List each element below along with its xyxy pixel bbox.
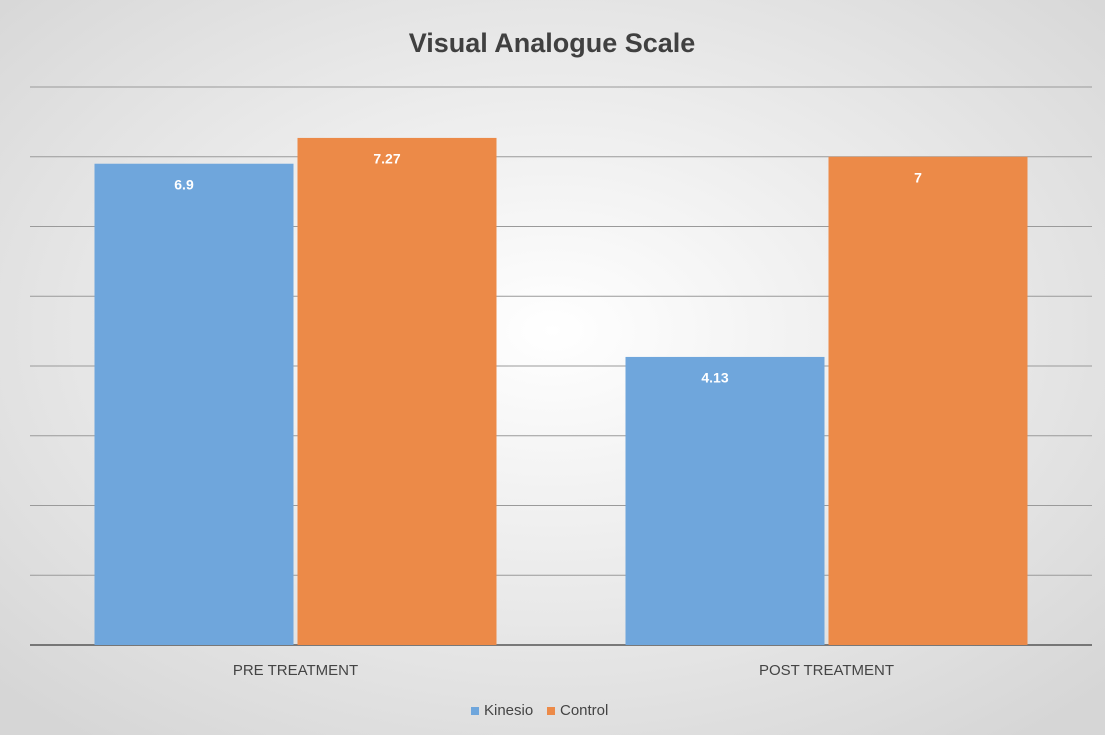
bar xyxy=(828,156,1028,645)
value-label: 7 xyxy=(914,169,922,185)
x-tick-label: PRE TREATMENT xyxy=(233,662,358,679)
bar xyxy=(625,356,825,645)
legend-label: Control xyxy=(560,702,608,719)
chart-title: Visual Analogue Scale xyxy=(409,28,696,58)
legend-swatch xyxy=(471,707,479,715)
value-label: 7.27 xyxy=(373,151,400,167)
bar xyxy=(297,137,497,646)
value-label: 4.13 xyxy=(701,370,728,386)
bar xyxy=(94,163,294,645)
x-tick-label: POST TREATMENT xyxy=(759,662,894,679)
legend-swatch xyxy=(547,707,555,715)
legend-label: Kinesio xyxy=(484,702,533,719)
value-label: 6.9 xyxy=(174,176,194,192)
